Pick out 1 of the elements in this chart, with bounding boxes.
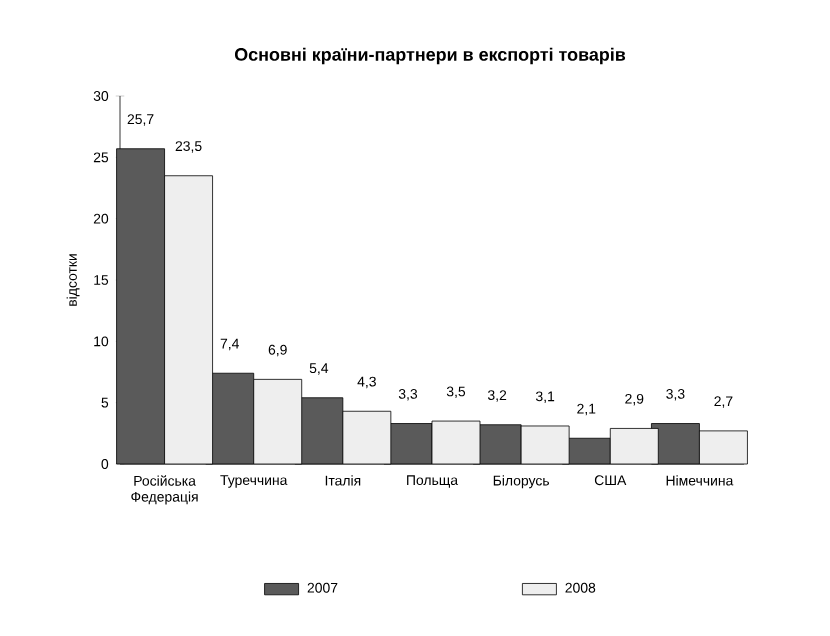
chart-title: Основні країни-партнери в експорті товарів xyxy=(234,47,626,65)
